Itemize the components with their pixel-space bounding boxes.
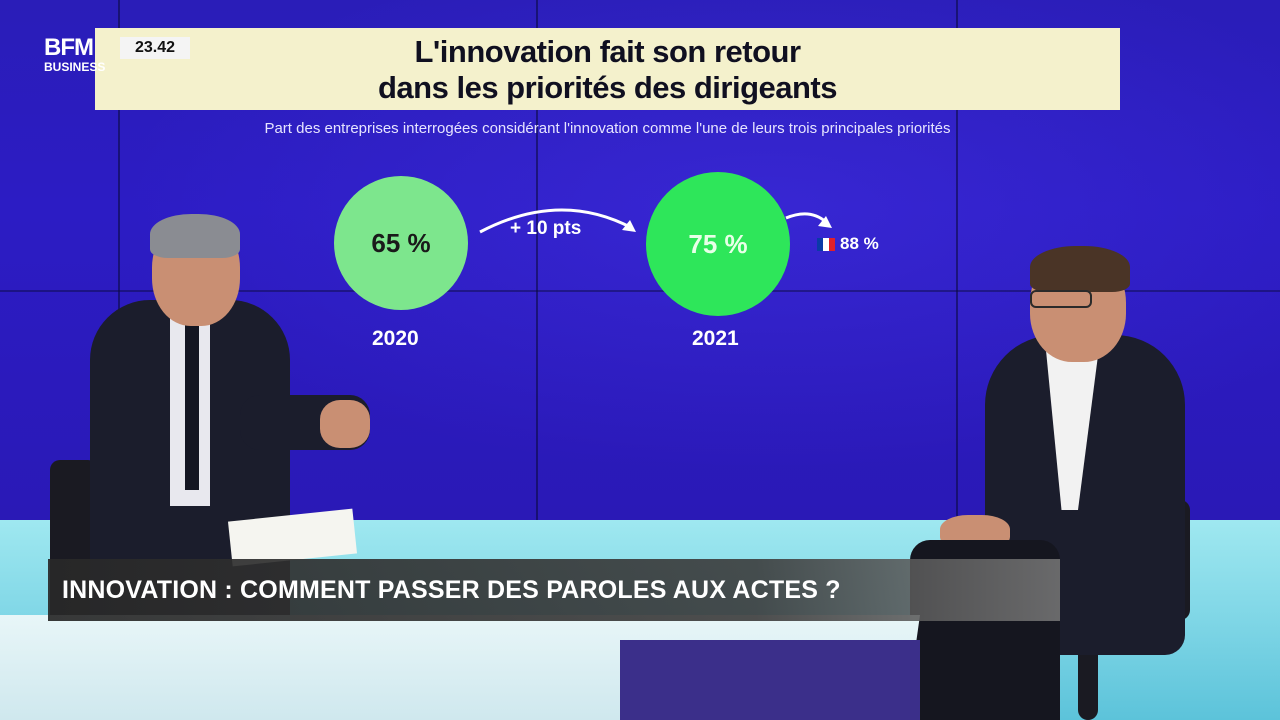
guest-glasses-icon xyxy=(1030,290,1092,308)
france-value: 88 % xyxy=(840,234,879,253)
logo-sub: BUSINESS xyxy=(44,60,106,74)
screen-panel-divider xyxy=(118,0,120,520)
arrow-head-icon xyxy=(622,220,636,232)
arrow-2021-france xyxy=(785,212,827,224)
presenter-tie xyxy=(185,320,199,490)
arrow-head-icon xyxy=(818,216,832,228)
title-line-2: dans les priorités des dirigeants xyxy=(378,70,838,105)
screen-panel-divider xyxy=(956,0,958,520)
france-stat: 88 % xyxy=(817,234,879,254)
infographic-subtitle: Part des entreprises interrogées considé… xyxy=(264,120,951,137)
value-2021: 75 % xyxy=(688,228,748,259)
presenter-hand xyxy=(320,400,370,448)
france-flag-icon xyxy=(817,237,835,251)
clock: 23.42 xyxy=(120,37,190,59)
infographic-title: L'innovation fait son retour dans les pr… xyxy=(95,28,1120,110)
headline: INNOVATION : COMMENT PASSER DES PAROLES … xyxy=(62,575,841,604)
lower-third-banner: INNOVATION : COMMENT PASSER DES PAROLES … xyxy=(48,559,1060,621)
arrow-2020-2021 xyxy=(479,208,633,234)
progress-arrows xyxy=(479,208,832,234)
channel-logo: BFM BUSINESS xyxy=(44,36,118,80)
screen-panel-divider xyxy=(0,290,1280,292)
year-2021-label: 2021 xyxy=(692,327,739,350)
screen-panel-divider xyxy=(536,0,538,520)
circle-2021: 75 % xyxy=(646,172,790,316)
presenter-hair xyxy=(150,214,240,258)
guest xyxy=(900,240,1190,720)
circle-2020: 65 % xyxy=(334,176,468,310)
year-2020-label: 2020 xyxy=(372,327,419,350)
desk-front-panel xyxy=(620,640,920,720)
title-line-1: L'innovation fait son retour xyxy=(414,34,801,69)
value-2020: 65 % xyxy=(371,227,431,258)
delta-label: + 10 pts xyxy=(510,218,582,239)
guest-hair xyxy=(1030,246,1130,292)
logo-main: BFM xyxy=(44,34,94,61)
